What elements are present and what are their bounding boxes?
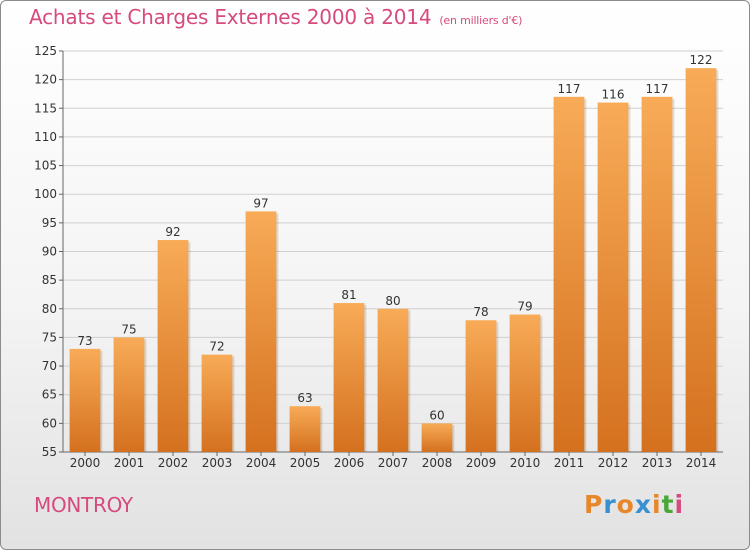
x-tick-label: 2011 — [554, 456, 585, 470]
data-label: 80 — [385, 294, 400, 308]
x-tick-label: 2000 — [70, 456, 101, 470]
bar-2002 — [157, 240, 189, 452]
logo-letter: o — [616, 490, 635, 519]
bar-2013 — [641, 96, 673, 452]
data-label: 78 — [473, 305, 488, 319]
data-label: 79 — [517, 300, 532, 314]
data-label: 81 — [341, 288, 356, 302]
x-tick-label: 2003 — [202, 456, 233, 470]
y-tick-label: 90 — [42, 245, 57, 259]
logo-letter: t — [661, 490, 675, 519]
commune-name: MONTROY — [34, 493, 133, 517]
bar-2007 — [377, 308, 409, 452]
bar-2001 — [113, 337, 145, 452]
y-tick-label: 70 — [42, 359, 57, 373]
data-label: 122 — [690, 53, 713, 67]
logo-letter: x — [634, 490, 652, 519]
x-tick-label: 2005 — [290, 456, 321, 470]
chart-unit: (en milliers d'€) — [439, 14, 523, 27]
y-tick-label: 120 — [34, 73, 57, 87]
x-tick-label: 2013 — [642, 456, 673, 470]
x-tick-label: 2009 — [466, 456, 497, 470]
logo-letter: i — [652, 490, 662, 519]
x-tick-label: 2001 — [114, 456, 145, 470]
y-tick-label: 95 — [42, 216, 57, 230]
logo-letter: i — [674, 490, 685, 519]
bar-2003 — [201, 354, 233, 452]
y-tick-label: 110 — [34, 130, 57, 144]
y-tick-label: 60 — [42, 416, 57, 430]
data-label: 116 — [602, 88, 625, 102]
y-tick-label: 115 — [34, 101, 57, 115]
y-tick-label: 105 — [34, 159, 57, 173]
bars — [69, 68, 719, 453]
data-label: 63 — [297, 391, 312, 405]
bar-2014 — [685, 68, 717, 452]
bar-2011 — [553, 96, 585, 452]
bar-2006 — [333, 303, 365, 452]
data-label: 117 — [558, 82, 581, 96]
x-tick-label: 2006 — [334, 456, 365, 470]
x-tick-label: 2014 — [686, 456, 717, 470]
bar-2009 — [465, 320, 497, 452]
x-tick-label: 2007 — [378, 456, 409, 470]
data-label: 72 — [209, 340, 224, 354]
proxiti-logo: Proxiti — [584, 490, 684, 519]
bar-2008 — [421, 423, 453, 452]
data-label: 97 — [253, 196, 268, 210]
y-tick-label: 75 — [42, 330, 57, 344]
x-tick-label: 2004 — [246, 456, 277, 470]
data-label: 60 — [429, 408, 444, 422]
bar-2004 — [245, 211, 277, 452]
data-label: 92 — [165, 225, 180, 239]
y-tick-label: 125 — [34, 44, 57, 58]
x-tick-label: 2002 — [158, 456, 189, 470]
bar-2005 — [289, 406, 321, 452]
y-tick-label: 85 — [42, 273, 57, 287]
y-tick-label: 100 — [34, 187, 57, 201]
x-tick-label: 2008 — [422, 456, 453, 470]
bar-2012 — [597, 102, 629, 453]
chart-title-text: Achats et Charges Externes 2000 à 2014 — [29, 5, 432, 29]
y-tick-label: 55 — [42, 445, 57, 459]
bar-2010 — [509, 314, 541, 452]
data-label: 75 — [121, 322, 136, 336]
x-tick-label: 2012 — [598, 456, 629, 470]
chart-title: Achats et Charges Externes 2000 à 2014 (e… — [29, 5, 522, 29]
x-tick-label: 2010 — [510, 456, 541, 470]
bar-2000 — [69, 348, 101, 452]
logo-letter: P — [584, 490, 604, 519]
data-label: 73 — [77, 334, 92, 348]
logo-letter: r — [603, 490, 617, 519]
y-tick-label: 65 — [42, 388, 57, 402]
data-labels: 73 75 92 72 97 63 81 80 60 78 79 117 116 117 122 — [77, 53, 712, 422]
data-label: 117 — [646, 82, 669, 96]
y-tick-label: 80 — [42, 302, 57, 316]
